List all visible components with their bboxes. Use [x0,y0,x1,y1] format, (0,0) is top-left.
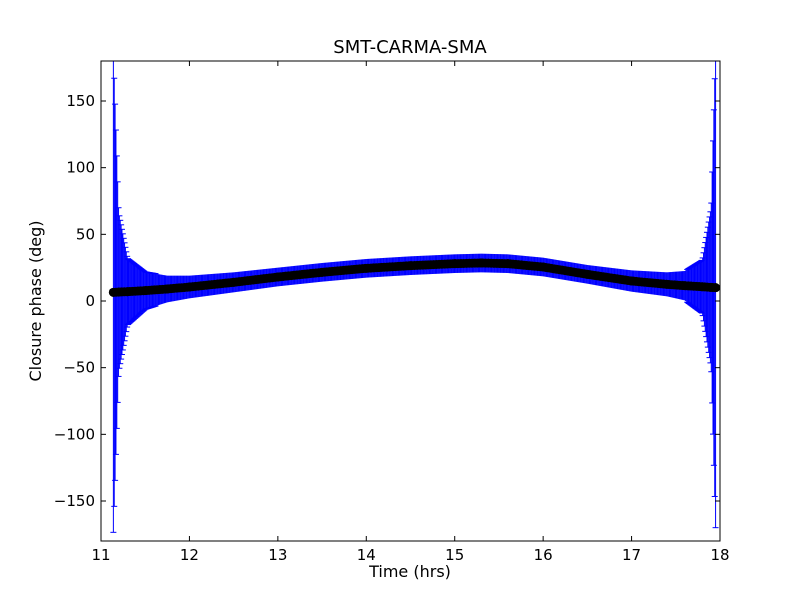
y-tick-label: 0 [85,292,95,310]
data-point [114,287,124,297]
data-point [503,259,513,269]
y-tick-label: 50 [76,225,95,243]
y-tick-label: −50 [63,359,95,377]
y-tick-label: 150 [66,92,95,110]
data-point [627,276,637,286]
chart-title: SMT-CARMA-SMA [333,37,487,58]
y-tick-label: −150 [54,492,95,510]
data-point [538,262,548,272]
data-point [229,277,239,287]
x-tick-label: 11 [91,546,110,564]
x-tick-label: 16 [534,546,553,564]
x-tick-label: 14 [357,546,376,564]
data-point [317,267,327,277]
x-tick-label: 15 [445,546,464,564]
y-axis-label: Closure phase (deg) [26,220,45,381]
x-axis-ticks: 11 12 13 14 15 16 17 18 [91,61,730,564]
data-point [582,269,592,279]
plot-area [101,61,720,541]
x-tick-label: 18 [710,546,729,564]
data-point [406,261,415,271]
data-point [476,258,486,268]
x-axis-label: Time (hrs) [368,562,451,581]
data-point [662,279,672,289]
data-point [680,281,690,291]
data-point [361,263,371,273]
data-point [162,284,172,294]
x-tick-label: 12 [180,546,199,564]
data-points [108,258,720,297]
y-tick-label: 100 [66,159,95,177]
y-tick-label: −100 [54,425,95,443]
data-point [184,282,194,292]
data-point [123,287,133,297]
data-point [697,282,707,292]
y-axis-ticks: −150 −100 −50 0 50 100 150 [54,92,720,510]
data-point [711,283,720,293]
x-tick-label: 17 [622,546,641,564]
data-point [140,286,150,296]
x-tick-label: 13 [268,546,287,564]
data-point [450,259,460,269]
data-point [273,272,283,282]
